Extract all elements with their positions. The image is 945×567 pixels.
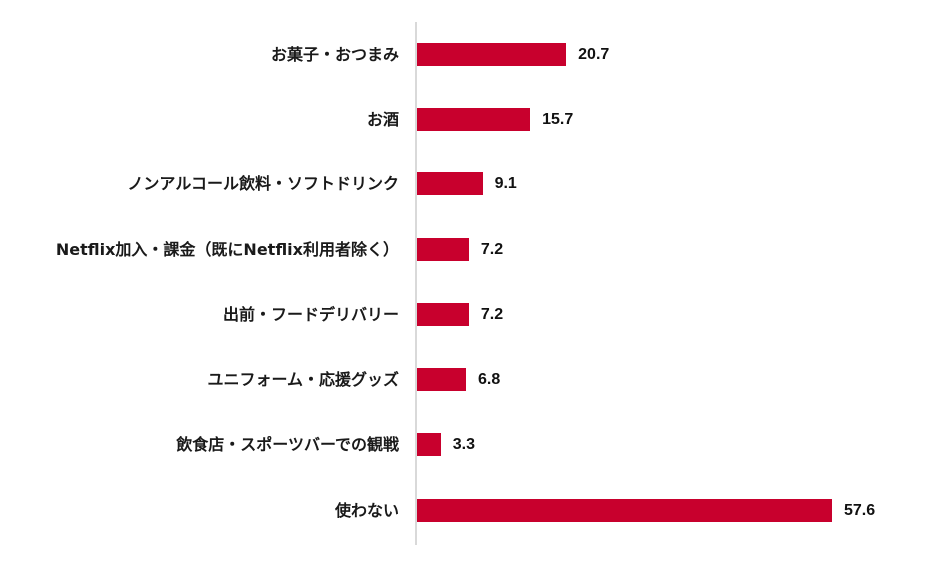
value-label: 7.2 (480, 241, 504, 258)
bar (417, 499, 832, 522)
bar (417, 368, 466, 391)
bar (417, 43, 567, 66)
value-label: 57.6 (844, 502, 876, 519)
bar-row: お酒 15.7 (0, 108, 945, 132)
category-label: ユニフォーム・応援グッズ (207, 370, 399, 389)
bar (417, 303, 469, 326)
bar-row: ノンアルコール飲料・ソフトドリンク 9.1 (0, 172, 945, 196)
bar (417, 433, 441, 456)
bar (417, 238, 469, 261)
category-axis-line (415, 22, 417, 545)
category-label: お酒 (366, 110, 399, 129)
bar-row: ユニフォーム・応援グッズ 6.8 (0, 368, 945, 392)
value-label: 3.3 (452, 436, 476, 453)
category-label: 使わない (334, 501, 399, 520)
category-label: Netflix加入・課金（既にNetflix利用者除く） (55, 240, 399, 259)
bar-row: 出前・フードデリバリー 7.2 (0, 303, 945, 327)
bar-row: お菓子・おつまみ 20.7 (0, 43, 945, 67)
category-label: 出前・フードデリバリー (222, 305, 399, 324)
value-label: 20.7 (578, 46, 610, 63)
value-label: 15.7 (542, 111, 574, 128)
value-label: 7.2 (480, 306, 504, 323)
category-label: お菓子・おつまみ (270, 45, 399, 64)
value-label: 6.8 (477, 371, 501, 388)
bar-row: Netflix加入・課金（既にNetflix利用者除く） 7.2 (0, 238, 945, 262)
category-label: ノンアルコール飲料・ソフトドリンク (127, 174, 399, 193)
bar-row: 飲食店・スポーツバーでの観戦 3.3 (0, 433, 945, 457)
category-label: 飲食店・スポーツバーでの観戦 (176, 435, 399, 454)
bar-row: 使わない 57.6 (0, 499, 945, 523)
bar (417, 108, 531, 131)
bar (417, 172, 483, 195)
value-label: 9.1 (494, 175, 517, 192)
